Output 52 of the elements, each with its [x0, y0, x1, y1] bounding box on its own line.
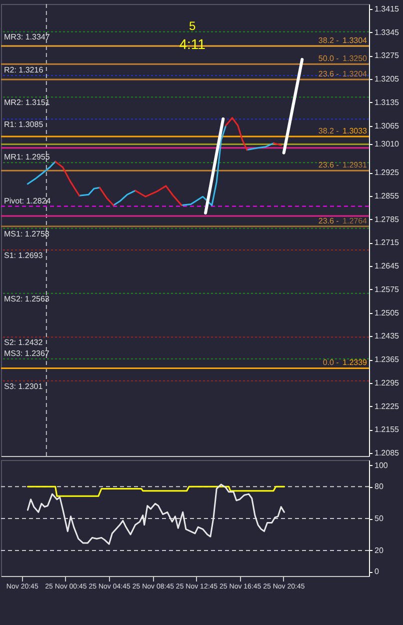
y-tick-label: 1.2155: [374, 425, 400, 434]
y-tick-label: 1.3205: [374, 74, 400, 84]
y-tick-label: 1.2365: [374, 355, 400, 364]
ref-line-label: 1.3204: [342, 69, 368, 78]
y-tick-label: 1.2785: [374, 214, 400, 224]
ref-line-label: MR2: 1.3151: [4, 98, 50, 108]
ref-line-label: MR1: 1.2955: [4, 152, 50, 162]
annotation: 0.0 -: [322, 358, 340, 368]
y-tick-label: 1.2435: [374, 332, 400, 341]
ref-line-label: R2: 1.3216: [4, 65, 44, 74]
annotation: 38.2 -: [318, 36, 340, 46]
y-tick-label: 100: [374, 460, 388, 470]
y-tick-label: 1.2505: [374, 308, 400, 318]
ref-line-label: R1: 1.3085: [4, 120, 44, 130]
ref-line-label: 1.2339: [342, 358, 368, 368]
y-tick-label: 1.2645: [374, 262, 400, 271]
ref-line-label: MS1: 1.2758: [4, 229, 50, 238]
ref-line-label: 1.3304: [342, 36, 368, 46]
annotation: 23.6 -: [318, 160, 340, 170]
ref-line-label: Pivot: 1.2824: [4, 196, 52, 206]
y-tick-label: 1.3415: [374, 4, 400, 14]
y-tick-label: 1.2925: [374, 168, 400, 178]
annotation: 23.6 -: [318, 69, 340, 78]
y-tick-label: 1.3065: [374, 121, 400, 130]
ref-line-label: S2: 1.2432: [4, 338, 44, 348]
ref-line-label: 1.3250: [342, 54, 368, 64]
y-tick-label: 1.3135: [374, 98, 400, 107]
ref-line-label: 1.2764: [342, 216, 368, 226]
y-tick-label: 1.2715: [374, 238, 400, 248]
y-tick-label: 20: [374, 546, 384, 555]
y-tick-label: 1.3275: [374, 51, 400, 60]
ref-line-label: 1.2931: [342, 160, 368, 170]
annotation: 5: [189, 19, 196, 33]
y-tick-label: 1.3345: [374, 28, 400, 37]
y-tick-label: 1.3010: [374, 140, 400, 149]
ref-line-label: S1: 1.2693: [4, 251, 44, 260]
y-tick-label: 1.2295: [374, 378, 400, 388]
y-tick-label: 1.2225: [374, 402, 400, 411]
ref-line-label: S3: 1.2301: [4, 382, 44, 391]
y-tick-label: 1.2855: [374, 191, 400, 200]
y-tick-label: 1.2575: [374, 284, 400, 294]
annotation: 50.0 -: [318, 54, 340, 64]
y-tick-label: 0: [374, 567, 380, 576]
y-tick-label: 80: [374, 482, 384, 492]
ref-line-label: MR3: 1.3347: [4, 32, 50, 42]
ref-line-label: MS3: 1.2367: [4, 348, 50, 358]
y-tick-label: 50: [374, 514, 384, 524]
ref-line-label: MS2: 1.2563: [4, 294, 50, 304]
ref-line-label: 1.3033: [342, 126, 368, 136]
annotation: 23.6 -: [318, 216, 340, 226]
annotation: 38.2 -: [318, 126, 340, 136]
y-tick-label: 1.2085: [374, 448, 400, 458]
